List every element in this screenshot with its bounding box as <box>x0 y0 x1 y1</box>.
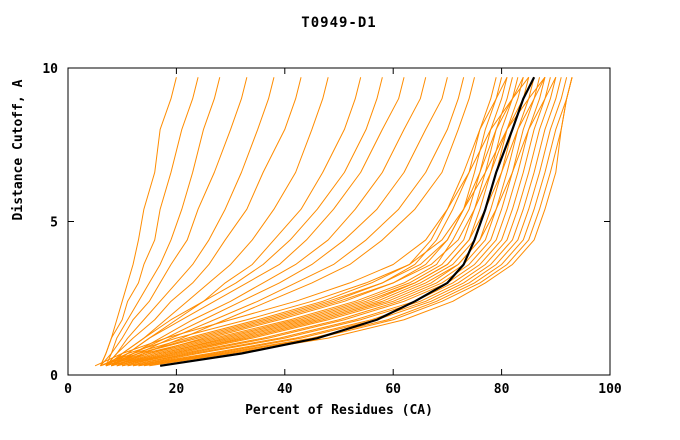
model-curve <box>100 77 221 367</box>
model-curve <box>94 76 530 367</box>
axis-layer: 0 20 40 60 80 100 0 5 10 <box>42 62 622 397</box>
x-tick-label: 80 <box>494 382 510 397</box>
model-curve <box>116 77 475 367</box>
model-curve <box>105 77 405 367</box>
model-curve <box>100 77 177 366</box>
model-curve <box>149 77 573 367</box>
model-curve <box>127 77 546 367</box>
model-curve <box>105 77 383 367</box>
x-tick-label: 40 <box>277 382 293 397</box>
model-curve <box>122 77 541 367</box>
y-axis-label: Distance Cutoff, A <box>11 79 26 220</box>
model-curve <box>105 77 302 367</box>
model-curve <box>100 76 546 367</box>
model-curve <box>132 77 562 367</box>
model-curve <box>111 77 465 367</box>
x-tick-label: 60 <box>385 382 401 397</box>
model-curve <box>105 77 503 367</box>
x-tick-label: 0 <box>64 382 72 397</box>
y-tick-label: 5 <box>50 216 58 231</box>
series-layer <box>94 76 573 367</box>
model-curve <box>100 77 199 366</box>
model-curve <box>105 76 524 367</box>
model-curve <box>116 76 546 367</box>
model-curve <box>127 77 551 367</box>
model-curve <box>111 77 427 367</box>
model-curve <box>105 77 248 366</box>
model-curve <box>100 77 497 367</box>
reference-curve <box>159 76 536 367</box>
model-curve <box>138 77 573 367</box>
x-axis-label: Percent of Residues (CA) <box>245 403 433 418</box>
y-tick-label: 10 <box>42 62 58 77</box>
model-curve <box>122 76 557 367</box>
chart-title: T0949-D1 <box>301 15 376 31</box>
model-curve <box>138 77 568 367</box>
model-curve <box>105 77 275 367</box>
model-curve <box>132 77 557 367</box>
x-tick-label: 100 <box>598 382 622 397</box>
y-tick-label: 0 <box>50 369 58 384</box>
x-tick-label: 20 <box>169 382 185 397</box>
